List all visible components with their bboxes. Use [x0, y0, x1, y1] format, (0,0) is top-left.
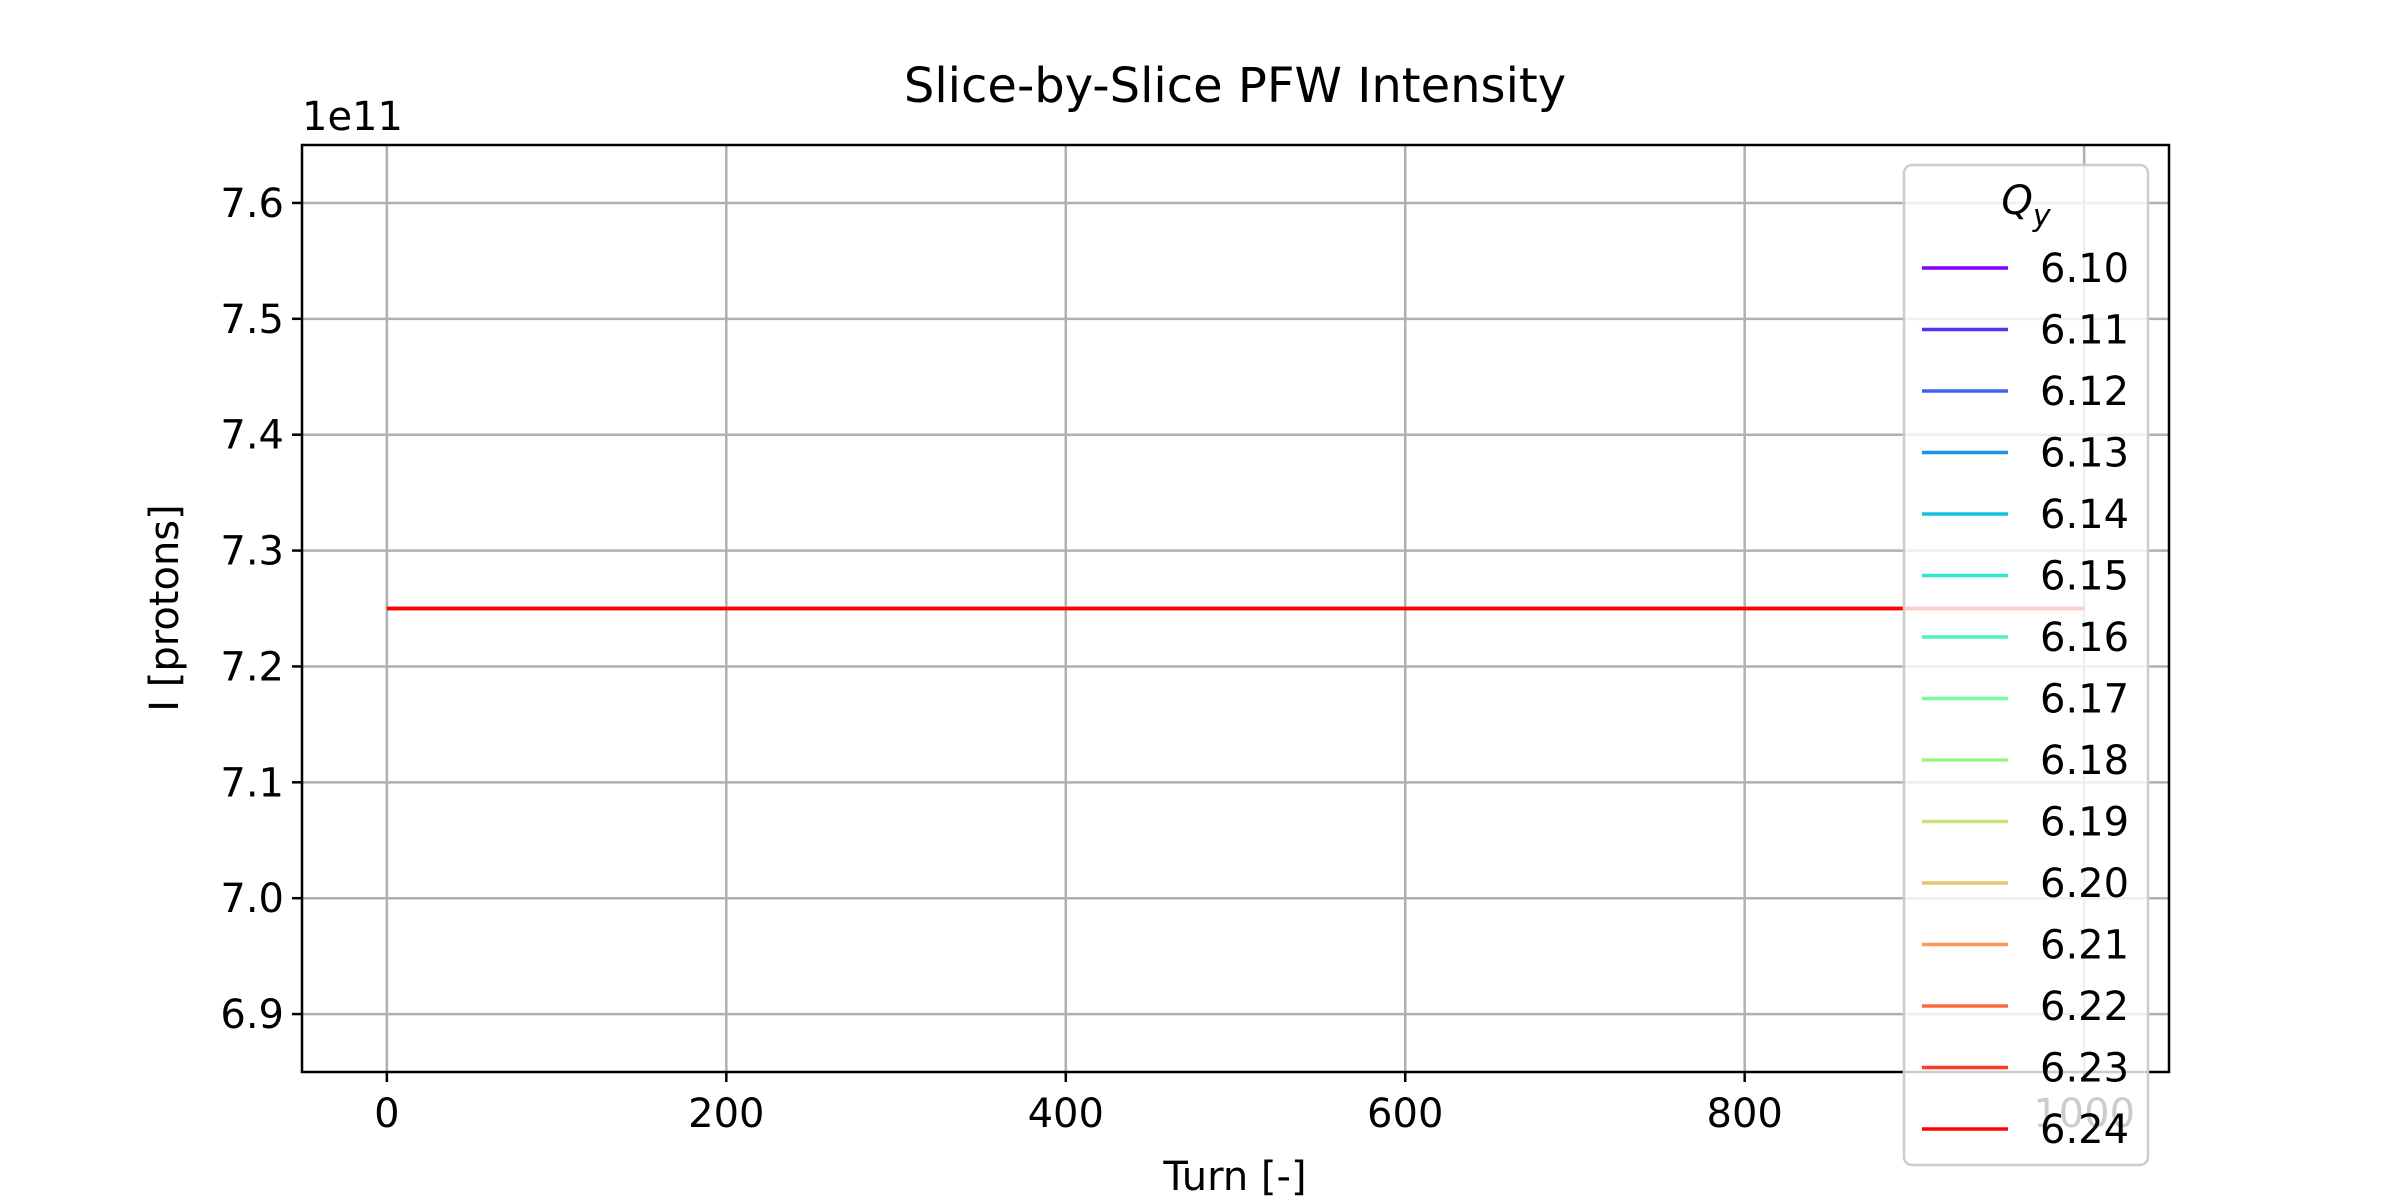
legend-label: 6.14	[2040, 492, 2129, 538]
legend-item: 6.13	[1922, 431, 2129, 477]
legend-label: 6.21	[2040, 923, 2129, 969]
legend-label: 6.22	[2040, 984, 2129, 1030]
legend-item: 6.22	[1922, 984, 2129, 1030]
legend-item: 6.18	[1922, 738, 2129, 784]
ticks: 020040060080010006.97.07.17.27.37.47.57.…	[220, 181, 2135, 1137]
legend-item: 6.14	[1922, 492, 2129, 538]
x-tick-label: 0	[374, 1091, 399, 1137]
legend-label: 6.15	[2040, 554, 2129, 600]
x-tick-label: 800	[1707, 1091, 1783, 1137]
chart-title: Slice-by-Slice PFW Intensity	[904, 58, 1566, 114]
x-tick-label: 200	[688, 1091, 764, 1137]
legend-item: 6.21	[1922, 923, 2129, 969]
y-tick-label: 7.0	[220, 876, 284, 922]
legend: Qy 6.106.116.126.136.146.156.166.176.186…	[1902, 163, 2150, 1167]
x-tick-label: 400	[1028, 1091, 1104, 1137]
y-tick-label: 7.5	[220, 297, 284, 343]
legend-label: 6.19	[2040, 800, 2129, 846]
y-tick-label: 6.9	[220, 992, 284, 1038]
legend-label: 6.13	[2040, 431, 2129, 477]
legend-label: 6.23	[2040, 1046, 2129, 1092]
y-axis-label: I [protons]	[142, 504, 188, 712]
legend-item: 6.16	[1922, 615, 2129, 661]
legend-label: 6.24	[2040, 1107, 2129, 1153]
y-tick-label: 7.1	[220, 760, 284, 806]
legend-item: 6.23	[1922, 1046, 2129, 1092]
y-offset-label: 1e11	[302, 94, 403, 140]
legend-item: 6.11	[1922, 308, 2129, 354]
axes-frame	[300, 143, 2171, 1074]
legend-item: 6.24	[1922, 1107, 2129, 1153]
legend-label: 6.11	[2040, 308, 2129, 354]
legend-item: 6.12	[1922, 369, 2129, 415]
legend-item: 6.17	[1922, 677, 2129, 723]
y-tick-label: 7.6	[220, 181, 284, 227]
legend-box	[1902, 163, 2150, 1167]
legend-title-main: Q	[2001, 178, 2032, 224]
legend-title-subscript: y	[2032, 199, 2052, 234]
legend-title: Qy	[2001, 178, 2051, 234]
legend-item: 6.15	[1922, 554, 2129, 600]
legend-item: 6.20	[1922, 861, 2129, 907]
y-tick-label: 7.4	[220, 413, 284, 459]
legend-item: 6.10	[1922, 246, 2129, 292]
grid	[302, 145, 2169, 1072]
legend-label: 6.20	[2040, 861, 2129, 907]
legend-items: 6.10 6.11 6.12 6.13 6.14 6.15 6.16 6.17 6.18 6.19…	[1922, 246, 2129, 1153]
x-tick-label: 600	[1367, 1091, 1443, 1137]
legend-label: 6.10	[2040, 246, 2129, 292]
legend-label: 6.16	[2040, 615, 2129, 661]
y-tick-label: 7.2	[220, 644, 284, 690]
legend-label: 6.18	[2040, 738, 2129, 784]
legend-label: 6.17	[2040, 677, 2129, 723]
x-axis-label: Turn [-]	[1162, 1154, 1306, 1200]
y-tick-label: 7.3	[220, 529, 284, 575]
legend-item: 6.19	[1922, 800, 2129, 846]
legend-label: 6.12	[2040, 369, 2129, 415]
